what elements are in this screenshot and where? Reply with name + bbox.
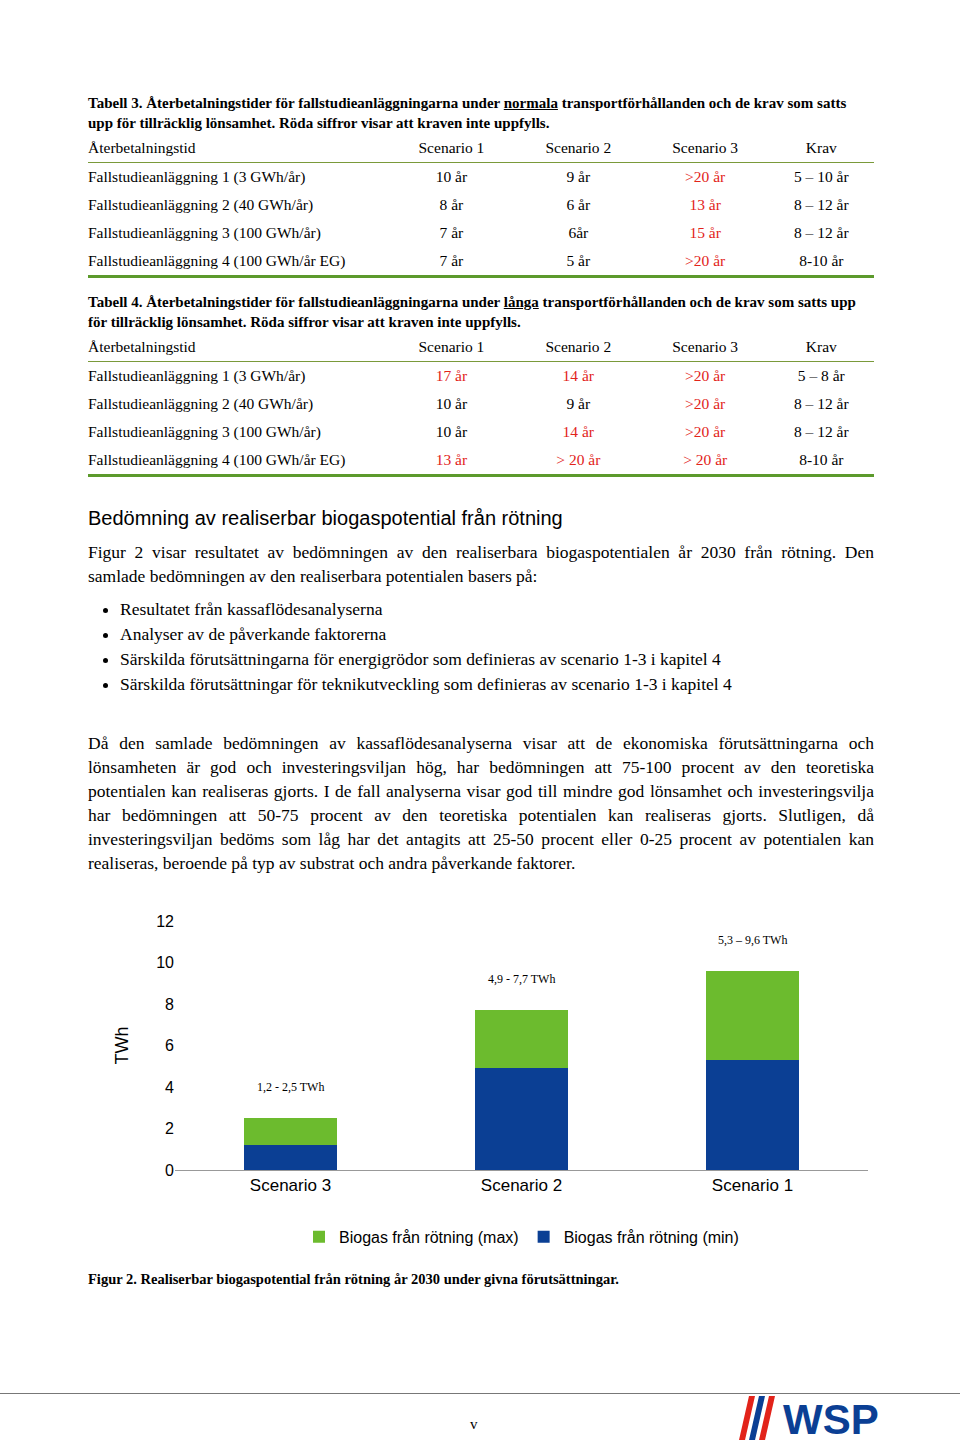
html-text:15 år: 15 år (689, 224, 721, 241)
html-text:8-10 år: 8-10 år (799, 252, 844, 269)
svg-text:Biogas från rötning (min): Biogas från rötning (min) (564, 1229, 739, 1246)
html-text:6 år: 6 år (566, 196, 591, 213)
html-text:Fallstudieanläggning 1 (3 GWh/: Fallstudieanläggning 1 (3 GWh/år) (88, 168, 306, 185)
svg-text:0: 0 (165, 1162, 174, 1179)
html-text:Återbetalningstid: Återbetalningstid (88, 338, 196, 355)
html-text:Scenario 3: Scenario 3 (672, 338, 739, 355)
html-text:13 år: 13 år (435, 451, 468, 468)
html-text:Figur 2 visar resultatet av be: Figur 2 visar resultatet av bedömningen … (88, 542, 874, 586)
html-text:>20 år: >20 år (685, 367, 726, 384)
html-text:Fallstudieanläggning 3 (100 GW: Fallstudieanläggning 3 (100 GWh/år) (88, 423, 321, 440)
html-text:Fallstudieanläggning 4 (100 GW: Fallstudieanläggning 4 (100 GWh/år EG) (88, 252, 346, 269)
html-text:Scenario 2: Scenario 2 (545, 338, 612, 355)
html-text:8 – 12 år: 8 – 12 år (794, 395, 849, 412)
html-text:8-10 år: 8-10 år (799, 451, 844, 468)
html-text:Scenario 1: Scenario 1 (418, 338, 485, 355)
html-text:10 år: 10 år (435, 395, 468, 412)
svg-text:4,9 - 7,7 TWh: 4,9 - 7,7 TWh (488, 972, 555, 986)
svg-text:Biogas från rötning (max): Biogas från rötning (max) (339, 1229, 519, 1246)
html-text:>20 år: >20 år (685, 168, 726, 185)
html-text:8 – 12 år: 8 – 12 år (794, 224, 849, 241)
svg-text:1,2 - 2,5 TWh: 1,2 - 2,5 TWh (257, 1080, 324, 1094)
html-text:7 år: 7 år (439, 224, 464, 241)
html-text:Scenario 2: Scenario 2 (545, 139, 612, 156)
html-text:9 år: 9 år (566, 395, 591, 412)
html-text:7 år: 7 år (439, 252, 464, 269)
html-text:14 år: 14 år (562, 367, 594, 384)
html-text:5 – 8 år: 5 – 8 år (797, 367, 845, 384)
html-text:13 år: 13 år (689, 196, 721, 213)
svg-text:Scenario 3: Scenario 3 (250, 1176, 331, 1195)
html-text:>20 år: >20 år (685, 395, 726, 412)
svg-text:WSP: WSP (783, 1396, 879, 1443)
html-text:14 år: 14 år (562, 423, 594, 440)
svg-text:12: 12 (156, 913, 174, 930)
html-text:Bedömning av realiserbar bioga: Bedömning av realiserbar biogaspotential… (88, 507, 563, 529)
html-text:Scenario 3: Scenario 3 (672, 139, 739, 156)
html-text:10 år: 10 år (435, 423, 468, 440)
html-text:> 20 år: > 20 år (683, 451, 728, 468)
html-text:Då den samlade bedömningen av: Då den samlade bedömningen av kassaflöde… (88, 733, 874, 873)
html-text:5 år: 5 år (566, 252, 591, 269)
html-text:17 år: 17 år (435, 367, 468, 384)
svg-text:TWh: TWh (112, 1027, 132, 1065)
html-text:6år: 6år (568, 224, 589, 241)
svg-text:8: 8 (165, 996, 174, 1013)
svg-text:Scenario 2: Scenario 2 (481, 1176, 562, 1195)
svg-text:6: 6 (165, 1037, 174, 1054)
html-text:Särskilda förutsättningarna fö: Särskilda förutsättningarna för energigr… (120, 649, 721, 669)
html-text:9 år: 9 år (566, 168, 591, 185)
html-text:8 år: 8 år (439, 196, 464, 213)
svg-text:4: 4 (165, 1079, 174, 1096)
html-text:v: v (470, 1416, 478, 1432)
svg-text:2: 2 (165, 1120, 174, 1137)
html-text:>20 år: >20 år (685, 423, 726, 440)
html-text:Särskilda förutsättningar för: Särskilda förutsättningar för teknikutve… (120, 674, 732, 694)
html-text:Tabell 3. Återbetalningstider: Tabell 3. Återbetalningstider för fallst… (88, 95, 847, 131)
html-text:Fallstudieanläggning 2 (40 GWh: Fallstudieanläggning 2 (40 GWh/år) (88, 196, 314, 213)
html-text:Återbetalningstid: Återbetalningstid (88, 139, 196, 156)
html-text:10 år: 10 år (435, 168, 468, 185)
svg-text:10: 10 (156, 954, 174, 971)
html-text:Figur 2. Realiserbar biogaspot: Figur 2. Realiserbar biogaspotential frå… (88, 1271, 619, 1287)
html-text:Resultatet från kassaflödesana: Resultatet från kassaflödesanalyserna (120, 599, 383, 619)
svg-text:Scenario 1: Scenario 1 (712, 1176, 793, 1195)
html-text:Fallstudieanläggning 4 (100 GW: Fallstudieanläggning 4 (100 GWh/år EG) (88, 451, 346, 468)
html-text:8 – 12 år: 8 – 12 år (794, 423, 849, 440)
html-text:Fallstudieanläggning 2 (40 GWh: Fallstudieanläggning 2 (40 GWh/år) (88, 395, 314, 412)
html-text:Fallstudieanläggning 3 (100 GW: Fallstudieanläggning 3 (100 GWh/år) (88, 224, 321, 241)
html-text:Krav: Krav (805, 338, 837, 355)
html-text:Scenario 1: Scenario 1 (418, 139, 485, 156)
html-text:> 20 år: > 20 år (556, 451, 601, 468)
html-text:Analyser av de påverkande fakt: Analyser av de påverkande faktorerna (120, 624, 387, 644)
html-text:5 – 10 år: 5 – 10 år (794, 168, 849, 185)
html-text:Tabell 4. Återbetalningstider: Tabell 4. Återbetalningstider för fallst… (88, 294, 856, 330)
svg-text:5,3 – 9,6 TWh: 5,3 – 9,6 TWh (718, 933, 787, 947)
html-text:Fallstudieanläggning 1 (3 GWh/: Fallstudieanläggning 1 (3 GWh/år) (88, 367, 306, 384)
html-text:>20 år: >20 år (685, 252, 726, 269)
html-text:8 – 12 år: 8 – 12 år (794, 196, 849, 213)
html-text:Krav: Krav (805, 139, 837, 156)
